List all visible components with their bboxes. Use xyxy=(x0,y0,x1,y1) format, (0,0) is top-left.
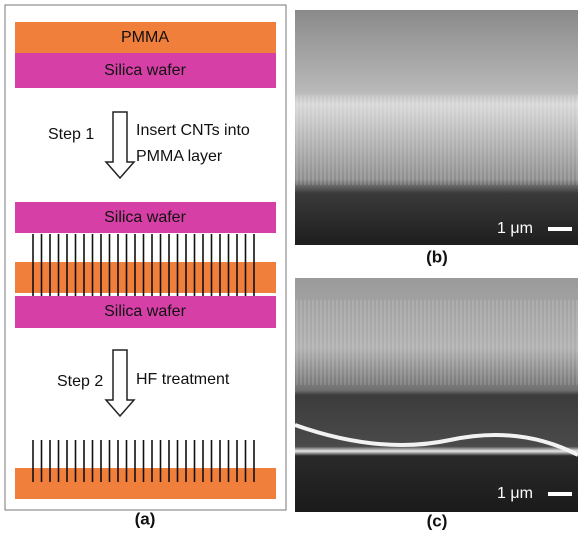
page: PMMA Silica wafer Step 1 Insert CNTs int… xyxy=(0,0,584,536)
layer-label: Silica wafer xyxy=(104,303,186,320)
layer-label: Silica wafer xyxy=(104,209,186,226)
caption: (c) xyxy=(427,511,448,530)
step-text: HF treatment xyxy=(136,371,230,388)
sem-texture xyxy=(295,95,578,185)
scale-bar xyxy=(548,227,572,231)
figure: PMMA Silica wafer Step 1 Insert CNTs int… xyxy=(0,0,584,531)
sem-texture xyxy=(295,300,578,385)
scale-bar xyxy=(548,492,572,496)
scale-label: 1 μm xyxy=(497,485,533,502)
scale-label: 1 μm xyxy=(497,220,533,237)
caption: (a) xyxy=(135,509,156,528)
step-label: Step 2 xyxy=(57,373,103,390)
step-text: Insert CNTs into xyxy=(136,122,250,139)
layer-label: Silica wafer xyxy=(104,62,186,79)
layer-label: PMMA xyxy=(121,29,169,46)
step-label: Step 1 xyxy=(48,126,94,143)
step-text: PMMA layer xyxy=(136,148,223,165)
caption: (b) xyxy=(426,247,448,266)
